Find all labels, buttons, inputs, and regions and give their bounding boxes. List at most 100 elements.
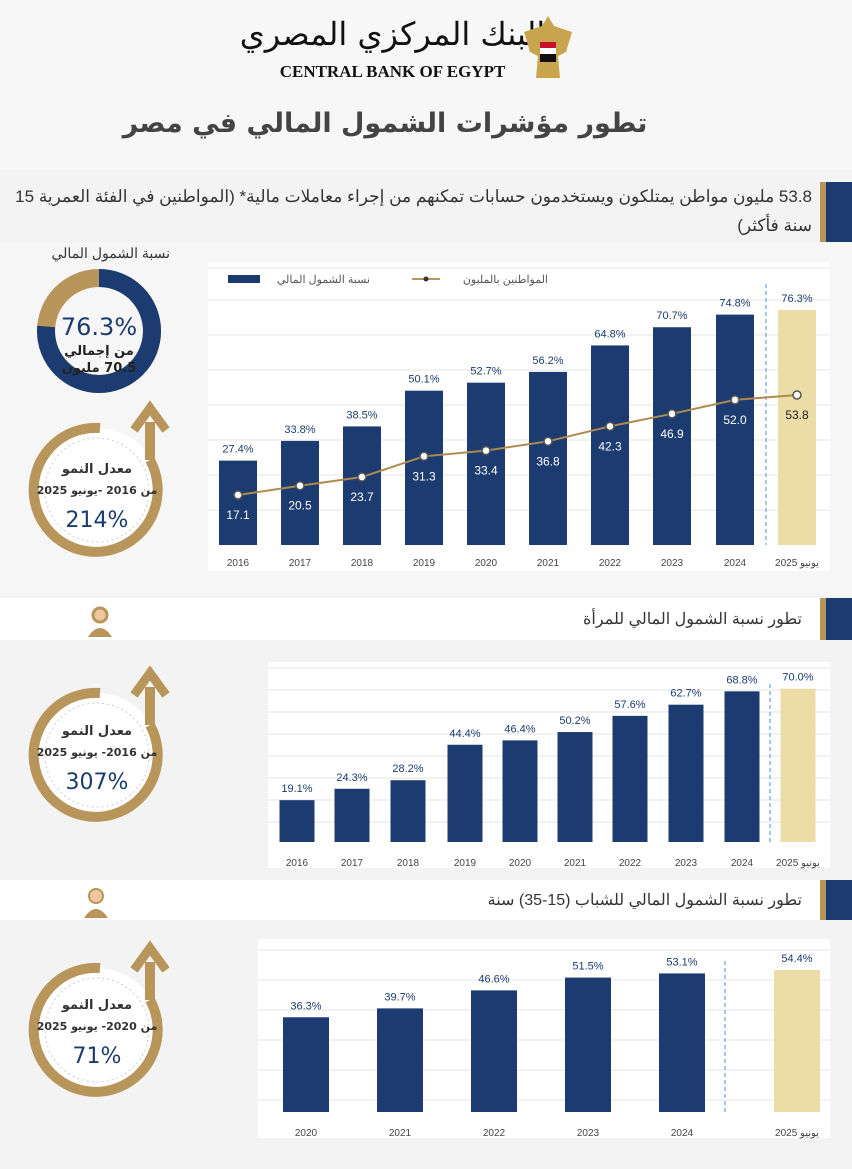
section3-heading: تطور نسبة الشمول المالي للشباب (15-35) س… bbox=[487, 892, 802, 909]
x-tick-label: 2020 bbox=[295, 1128, 318, 1139]
donut-title: نسبة الشمول المالي bbox=[51, 245, 171, 261]
bar-value-label: 19.1% bbox=[281, 783, 312, 795]
x-tick-label: 2020 bbox=[509, 858, 532, 869]
bar bbox=[405, 390, 443, 545]
bar bbox=[467, 382, 505, 545]
x-tick-label: يونيو 2025 bbox=[775, 1128, 819, 1139]
bar bbox=[659, 973, 705, 1112]
bar-value-label: 36.3% bbox=[290, 1000, 321, 1012]
donut-value: 76.3% bbox=[60, 313, 138, 341]
bar bbox=[774, 970, 820, 1112]
legend-bar-swatch bbox=[228, 275, 260, 283]
chart-plot-bg bbox=[208, 262, 830, 571]
chart-plot-bg bbox=[258, 939, 830, 1138]
line-point bbox=[543, 436, 553, 447]
bar-value-label: 62.7% bbox=[670, 688, 701, 700]
bank-name-english: CENTRAL BANK OF EGYPT bbox=[279, 62, 506, 81]
line-point bbox=[667, 409, 677, 419]
young-man-icon bbox=[84, 888, 108, 918]
x-tick-label: 2016 bbox=[286, 858, 309, 869]
citizens-line bbox=[237, 393, 798, 496]
line-value-label: 31.3 bbox=[412, 469, 436, 483]
bar-value-label: 51.5% bbox=[572, 961, 603, 973]
line-value-label: 23.7 bbox=[350, 490, 374, 504]
x-tick-label: 2017 bbox=[289, 558, 312, 569]
line-value-label: 42.3 bbox=[598, 439, 622, 453]
growth-label-3: معدل النمو bbox=[61, 998, 133, 1013]
growth-label-2: معدل النمو bbox=[61, 724, 133, 739]
bar bbox=[334, 788, 370, 842]
growth-period-1: من 2016 -يونيو 2025 bbox=[36, 484, 158, 497]
bar-value-label: 50.1% bbox=[408, 374, 439, 386]
section-marker bbox=[820, 880, 852, 920]
bar-value-label: 39.7% bbox=[384, 991, 415, 1003]
x-tick-label: 2019 bbox=[413, 558, 436, 569]
legend-bar-label: نسبة الشمول المالي bbox=[277, 274, 370, 286]
bar bbox=[279, 800, 315, 842]
bar-value-label: 70.0% bbox=[782, 672, 813, 684]
legend-line-dot bbox=[423, 276, 429, 282]
bar-value-label: 46.6% bbox=[478, 973, 509, 985]
growth-label-1: معدل النمو bbox=[61, 462, 133, 477]
bar bbox=[591, 345, 629, 545]
bar-value-label: 52.7% bbox=[470, 366, 501, 378]
line-point bbox=[481, 445, 491, 456]
x-tick-label: 2023 bbox=[675, 858, 698, 869]
x-tick-label: 2018 bbox=[351, 558, 374, 569]
line-point bbox=[233, 490, 243, 500]
line-value-label: 17.1 bbox=[226, 508, 250, 522]
x-tick-label: 2022 bbox=[619, 858, 642, 869]
bar-value-label: 46.4% bbox=[504, 723, 535, 735]
page-title: تطور مؤشرات الشمول المالي في مصر bbox=[122, 108, 648, 139]
line-point bbox=[792, 390, 802, 400]
line-point bbox=[419, 451, 429, 462]
growth-period-3: من 2020- يونيو 2025 bbox=[36, 1020, 158, 1033]
bar bbox=[778, 309, 816, 545]
bar bbox=[557, 732, 593, 842]
line-point bbox=[357, 472, 367, 482]
section1-bg bbox=[0, 243, 852, 595]
bar bbox=[377, 1008, 423, 1112]
woman-icon bbox=[88, 606, 112, 637]
line-value-label: 20.5 bbox=[288, 499, 312, 513]
x-tick-label: 2024 bbox=[731, 858, 754, 869]
x-tick-label: 2020 bbox=[475, 558, 498, 569]
growth-arrow-head bbox=[130, 400, 170, 433]
chart-plot-bg bbox=[268, 662, 830, 868]
line-point bbox=[295, 480, 305, 491]
section-marker bbox=[820, 182, 852, 242]
bar-value-label: 70.7% bbox=[656, 310, 687, 322]
bar-value-label: 38.5% bbox=[346, 409, 377, 421]
header bbox=[0, 0, 852, 170]
bar bbox=[565, 977, 611, 1112]
bar bbox=[390, 780, 426, 842]
x-tick-label: 2019 bbox=[454, 858, 477, 869]
bar bbox=[668, 704, 704, 842]
line-value-label: 53.8 bbox=[785, 408, 809, 422]
x-tick-label: 2017 bbox=[341, 858, 364, 869]
bar-value-label: 76.3% bbox=[781, 293, 812, 305]
x-tick-label: 2021 bbox=[389, 1128, 412, 1139]
donut-line1: من إجمالي bbox=[64, 344, 134, 359]
donut-line2: 70.5 مليون bbox=[61, 361, 137, 376]
bar-value-label: 53.1% bbox=[666, 956, 697, 968]
bar-value-label: 68.8% bbox=[726, 674, 757, 686]
bar-value-label: 27.4% bbox=[222, 444, 253, 456]
line-value-label: 33.4 bbox=[474, 464, 498, 478]
growth-arrow-head bbox=[130, 665, 170, 698]
x-tick-label: 2021 bbox=[537, 558, 560, 569]
bar bbox=[716, 314, 754, 545]
x-tick-label: 2022 bbox=[483, 1128, 506, 1139]
bar-value-label: 64.8% bbox=[594, 328, 625, 340]
bar bbox=[447, 744, 483, 842]
growth-value-1: 214% bbox=[65, 508, 129, 533]
bar-value-label: 50.2% bbox=[559, 715, 590, 727]
bar-value-label: 33.8% bbox=[284, 424, 315, 436]
x-tick-label: 2016 bbox=[227, 558, 250, 569]
bar bbox=[219, 460, 257, 545]
x-tick-label: 2023 bbox=[577, 1128, 600, 1139]
section3-header-band bbox=[0, 880, 852, 920]
x-tick-label: يونيو 2025 bbox=[776, 858, 820, 869]
x-tick-label: 2024 bbox=[671, 1128, 694, 1139]
